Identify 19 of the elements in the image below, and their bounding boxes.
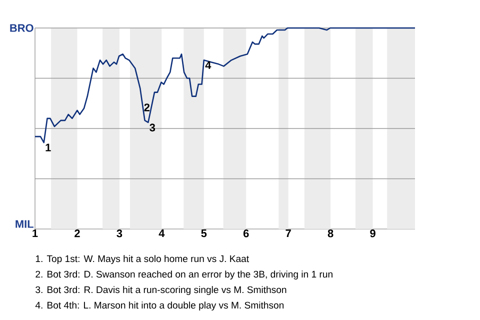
x-tick-label: 9 bbox=[370, 230, 376, 238]
annotation: 1 bbox=[46, 144, 51, 152]
text: 1. Top 1st: W. Mays hit a solo home run vs J. Kaat bbox=[36, 255, 249, 264]
x-tick-label: 2 bbox=[74, 230, 80, 238]
x-tick-label: 3 bbox=[116, 230, 122, 238]
annotation: 2 bbox=[144, 104, 150, 112]
x-tick-label: 5 bbox=[201, 230, 207, 238]
x-tick-label: 7 bbox=[286, 230, 291, 238]
text: 4. Bot 4th: L. Marson hit into a double play vs M. Smithson bbox=[35, 302, 284, 310]
x-tick-label: 8 bbox=[328, 230, 334, 238]
annotation: 3 bbox=[150, 124, 156, 132]
x-tick-label: 6 bbox=[243, 230, 249, 238]
text: 3. Bot 3rd: R. Davis hit a run-scoring single vs M. Smithson bbox=[36, 286, 286, 295]
annotation: 4 bbox=[205, 61, 212, 69]
x-tick-label: 4 bbox=[158, 230, 165, 238]
x-tick-label: 1 bbox=[32, 230, 38, 238]
text: MIL bbox=[16, 220, 34, 228]
text: BRO bbox=[10, 24, 34, 32]
text: 2. Bot 3rd: D. Swanson reached on an error by the 3B, driving in 1 run bbox=[36, 270, 332, 280]
